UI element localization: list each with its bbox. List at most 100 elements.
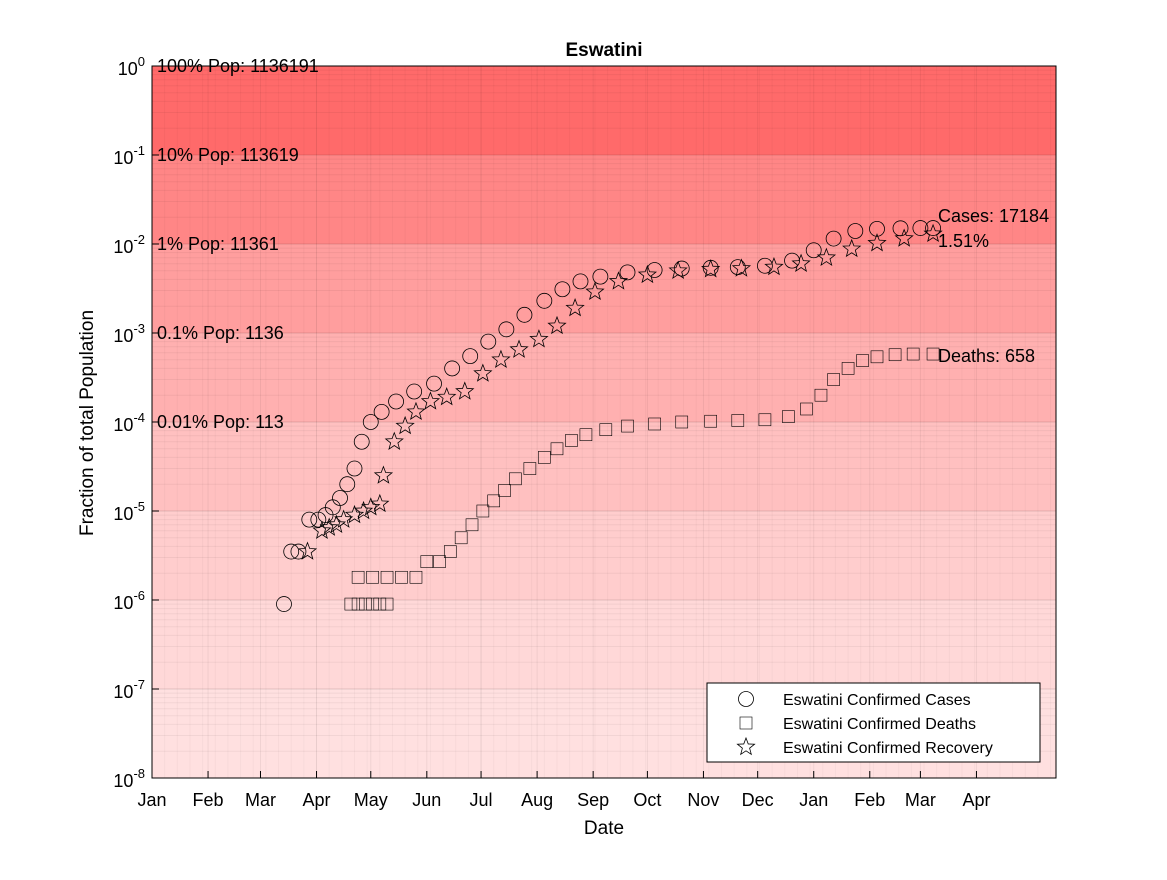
data-point (420, 555, 434, 568)
data-point (384, 431, 404, 450)
data-point (547, 315, 567, 335)
data-point (462, 348, 479, 365)
data-point (906, 347, 920, 361)
population-band-label: 1% Pop: 11361 (157, 234, 279, 254)
data-point (437, 387, 457, 406)
population-band (152, 422, 1056, 511)
y-axis-ticks: 100 10-1 10-2 10-3 10-4 10-5 10-6 10-7 10-8 (113, 54, 159, 791)
y-axis-label: Fraction of total Population (77, 310, 98, 536)
data-point (361, 497, 381, 516)
data-point (509, 472, 522, 486)
data-point (701, 259, 721, 278)
data-point (395, 415, 415, 435)
data-point (842, 238, 862, 258)
x-tick-label: Nov (687, 790, 719, 810)
data-point (334, 509, 354, 528)
data-point (704, 414, 717, 428)
data-point (800, 402, 813, 416)
x-tick-label: Jan (137, 790, 166, 810)
legend-entry-recovery: Eswatini Confirmed Recovery (783, 740, 993, 757)
data-point (731, 258, 752, 277)
y-tick-label: 10-4 (113, 410, 145, 435)
x-tick-label: Feb (193, 790, 224, 810)
x-tick-label: Aug (521, 790, 553, 810)
y-tick-label: 10-7 (113, 677, 145, 702)
data-point (455, 381, 475, 400)
legend-marker-square (739, 716, 753, 730)
data-point (758, 413, 772, 427)
data-point (326, 514, 347, 533)
data-point (344, 504, 365, 524)
data-point (509, 339, 529, 358)
cases-annotation: Cases: 17184 (938, 206, 1049, 226)
data-point (856, 354, 869, 367)
series-circle (276, 220, 941, 612)
data-point (366, 597, 379, 611)
population-band (152, 511, 1056, 600)
legend-marker-star (736, 736, 756, 756)
y-tick-label: 100 (118, 54, 145, 79)
data-point (668, 260, 688, 279)
data-point (782, 410, 795, 423)
data-point (362, 414, 379, 430)
x-tick-label: Oct (633, 790, 661, 810)
data-point (572, 273, 589, 290)
data-point (621, 419, 634, 433)
data-point (473, 363, 493, 382)
data-point (608, 271, 629, 290)
data-point (353, 433, 370, 450)
data-point (538, 451, 551, 464)
x-tick-label: Apr (303, 790, 331, 810)
deaths-annotation: Deaths: 658 (938, 346, 1035, 366)
population-band (152, 66, 1056, 155)
data-point (480, 333, 497, 350)
legend-markers (736, 691, 756, 756)
data-point (373, 597, 387, 611)
data-point (791, 253, 811, 272)
y-tick-label: 10-2 (113, 232, 145, 257)
x-axis-ticks: Jan Feb Mar Apr May Jun Jul Aug Sep Oct Nov Dec Jan F… (137, 771, 990, 810)
data-point (373, 403, 390, 420)
data-point (319, 517, 339, 536)
series-star (297, 223, 943, 560)
data-point (847, 223, 864, 239)
x-tick-label: Jan (799, 790, 828, 810)
data-point (675, 415, 689, 429)
data-point (297, 541, 318, 560)
data-point (888, 348, 902, 362)
data-point (825, 230, 842, 247)
data-point (784, 252, 800, 269)
data-point (565, 298, 585, 317)
chart-title: Eswatini (565, 40, 642, 61)
percent-annotation: 1.51% (938, 231, 989, 251)
data-point (579, 428, 593, 441)
data-point (757, 257, 773, 274)
population-band-label: 0.1% Pop: 1136 (157, 323, 284, 343)
data-point (926, 347, 940, 361)
data-point (380, 597, 394, 611)
series-square (344, 347, 940, 611)
data-point (516, 306, 533, 323)
data-point (637, 264, 658, 284)
data-point (673, 260, 690, 277)
data-point (359, 597, 372, 611)
data-point (465, 518, 479, 532)
x-tick-label: Mar (245, 790, 276, 810)
data-point (867, 233, 887, 252)
x-tick-label: Jul (470, 790, 493, 810)
data-point (395, 570, 408, 584)
data-point (454, 531, 468, 545)
data-point (529, 329, 549, 348)
data-point (366, 570, 379, 584)
data-point (912, 220, 929, 236)
data-point (925, 220, 941, 236)
x-axis-label: Date (584, 818, 624, 839)
legend-entry-cases: Eswatini Confirmed Cases (783, 692, 971, 709)
data-point (554, 281, 571, 298)
data-point (420, 391, 441, 410)
data-point (816, 247, 837, 266)
x-tick-label: May (354, 790, 388, 810)
data-point (426, 375, 442, 392)
